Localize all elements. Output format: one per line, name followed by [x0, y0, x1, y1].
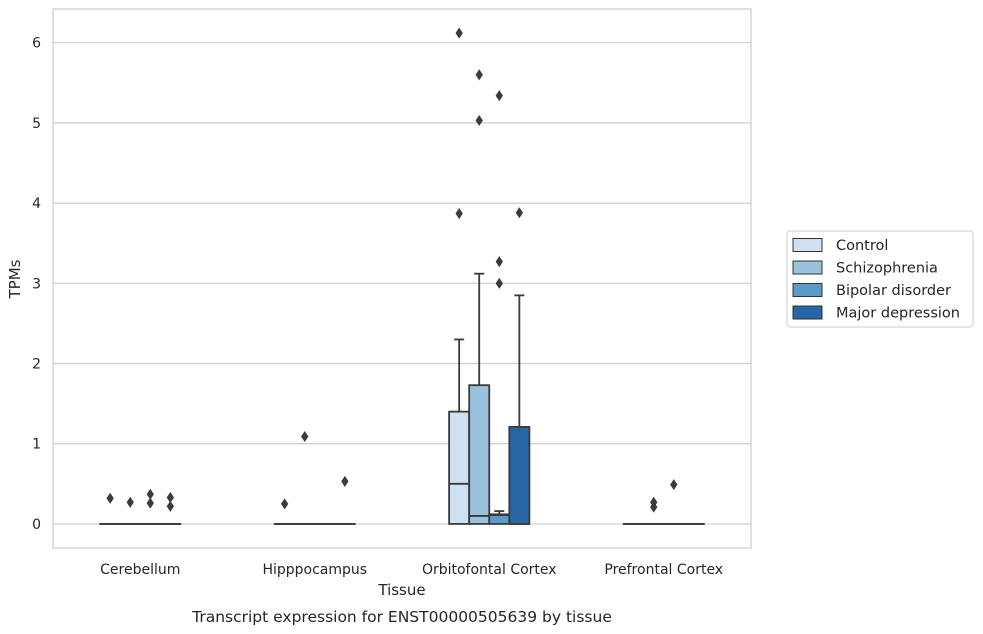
legend-label: Schizophrenia	[836, 261, 938, 277]
outlier-point	[106, 492, 114, 504]
outlier-point	[166, 500, 175, 512]
legend-swatch	[792, 238, 823, 252]
outlier-point	[280, 498, 289, 510]
outlier-point	[475, 114, 483, 127]
outlier-point	[455, 207, 463, 220]
box-plot-marks	[99, 27, 705, 525]
outlier-point	[495, 90, 503, 102]
legend: Control Schizophrenia Bipolar disorder Majo…	[786, 230, 974, 328]
legend-label: Bipolar disorder	[836, 283, 951, 299]
outlier-point	[495, 256, 503, 268]
y-tick-label: 6	[32, 36, 41, 52]
x-tick-label: Cerebellum	[100, 562, 180, 578]
x-tick-label: Hipppocampus	[262, 562, 367, 578]
x-axis-label: Tissue	[377, 581, 425, 599]
x-tick-label: Orbitofontal Cortex	[422, 562, 557, 578]
outlier-point	[475, 69, 483, 81]
box	[508, 425, 531, 525]
y-tick-label: 0	[32, 517, 41, 533]
grid-lines	[53, 42, 751, 525]
legend-swatch	[792, 305, 823, 320]
outlier-point	[341, 475, 349, 487]
y-tick-labels: 0 1 2 3 4 5 6	[32, 36, 41, 533]
outlier-point	[455, 27, 463, 39]
x-tick-label: Prefrontal Cortex	[604, 562, 723, 578]
box	[468, 384, 491, 525]
outlier-point	[670, 479, 678, 491]
y-tick-label: 5	[32, 116, 41, 132]
legend-swatch	[792, 260, 823, 275]
legend-frame	[786, 230, 974, 328]
outlier-point	[495, 277, 503, 289]
y-axis-label: TPMs	[6, 259, 24, 299]
legend-swatch	[792, 283, 823, 297]
x-tick-labels: Cerebellum Hipppocampus Orbitofontal Corte…	[100, 562, 723, 578]
outlier-point	[146, 488, 154, 500]
outlier-point	[126, 496, 134, 508]
y-tick-label: 1	[32, 437, 41, 453]
y-tick-label: 2	[32, 357, 41, 373]
y-tick-label: 3	[32, 276, 41, 292]
legend-label: Control	[836, 238, 888, 254]
box	[448, 410, 471, 525]
outlier-point	[515, 207, 524, 219]
chart-caption: Transcript expression for ENST0000050563…	[191, 608, 612, 626]
outlier-point	[301, 430, 309, 443]
outlier-point	[650, 496, 658, 508]
y-tick-label: 4	[32, 196, 41, 212]
legend-label: Major depression	[836, 306, 960, 322]
outlier-point	[166, 491, 175, 504]
plot-frame	[52, 8, 752, 549]
outlier-point	[146, 497, 154, 509]
